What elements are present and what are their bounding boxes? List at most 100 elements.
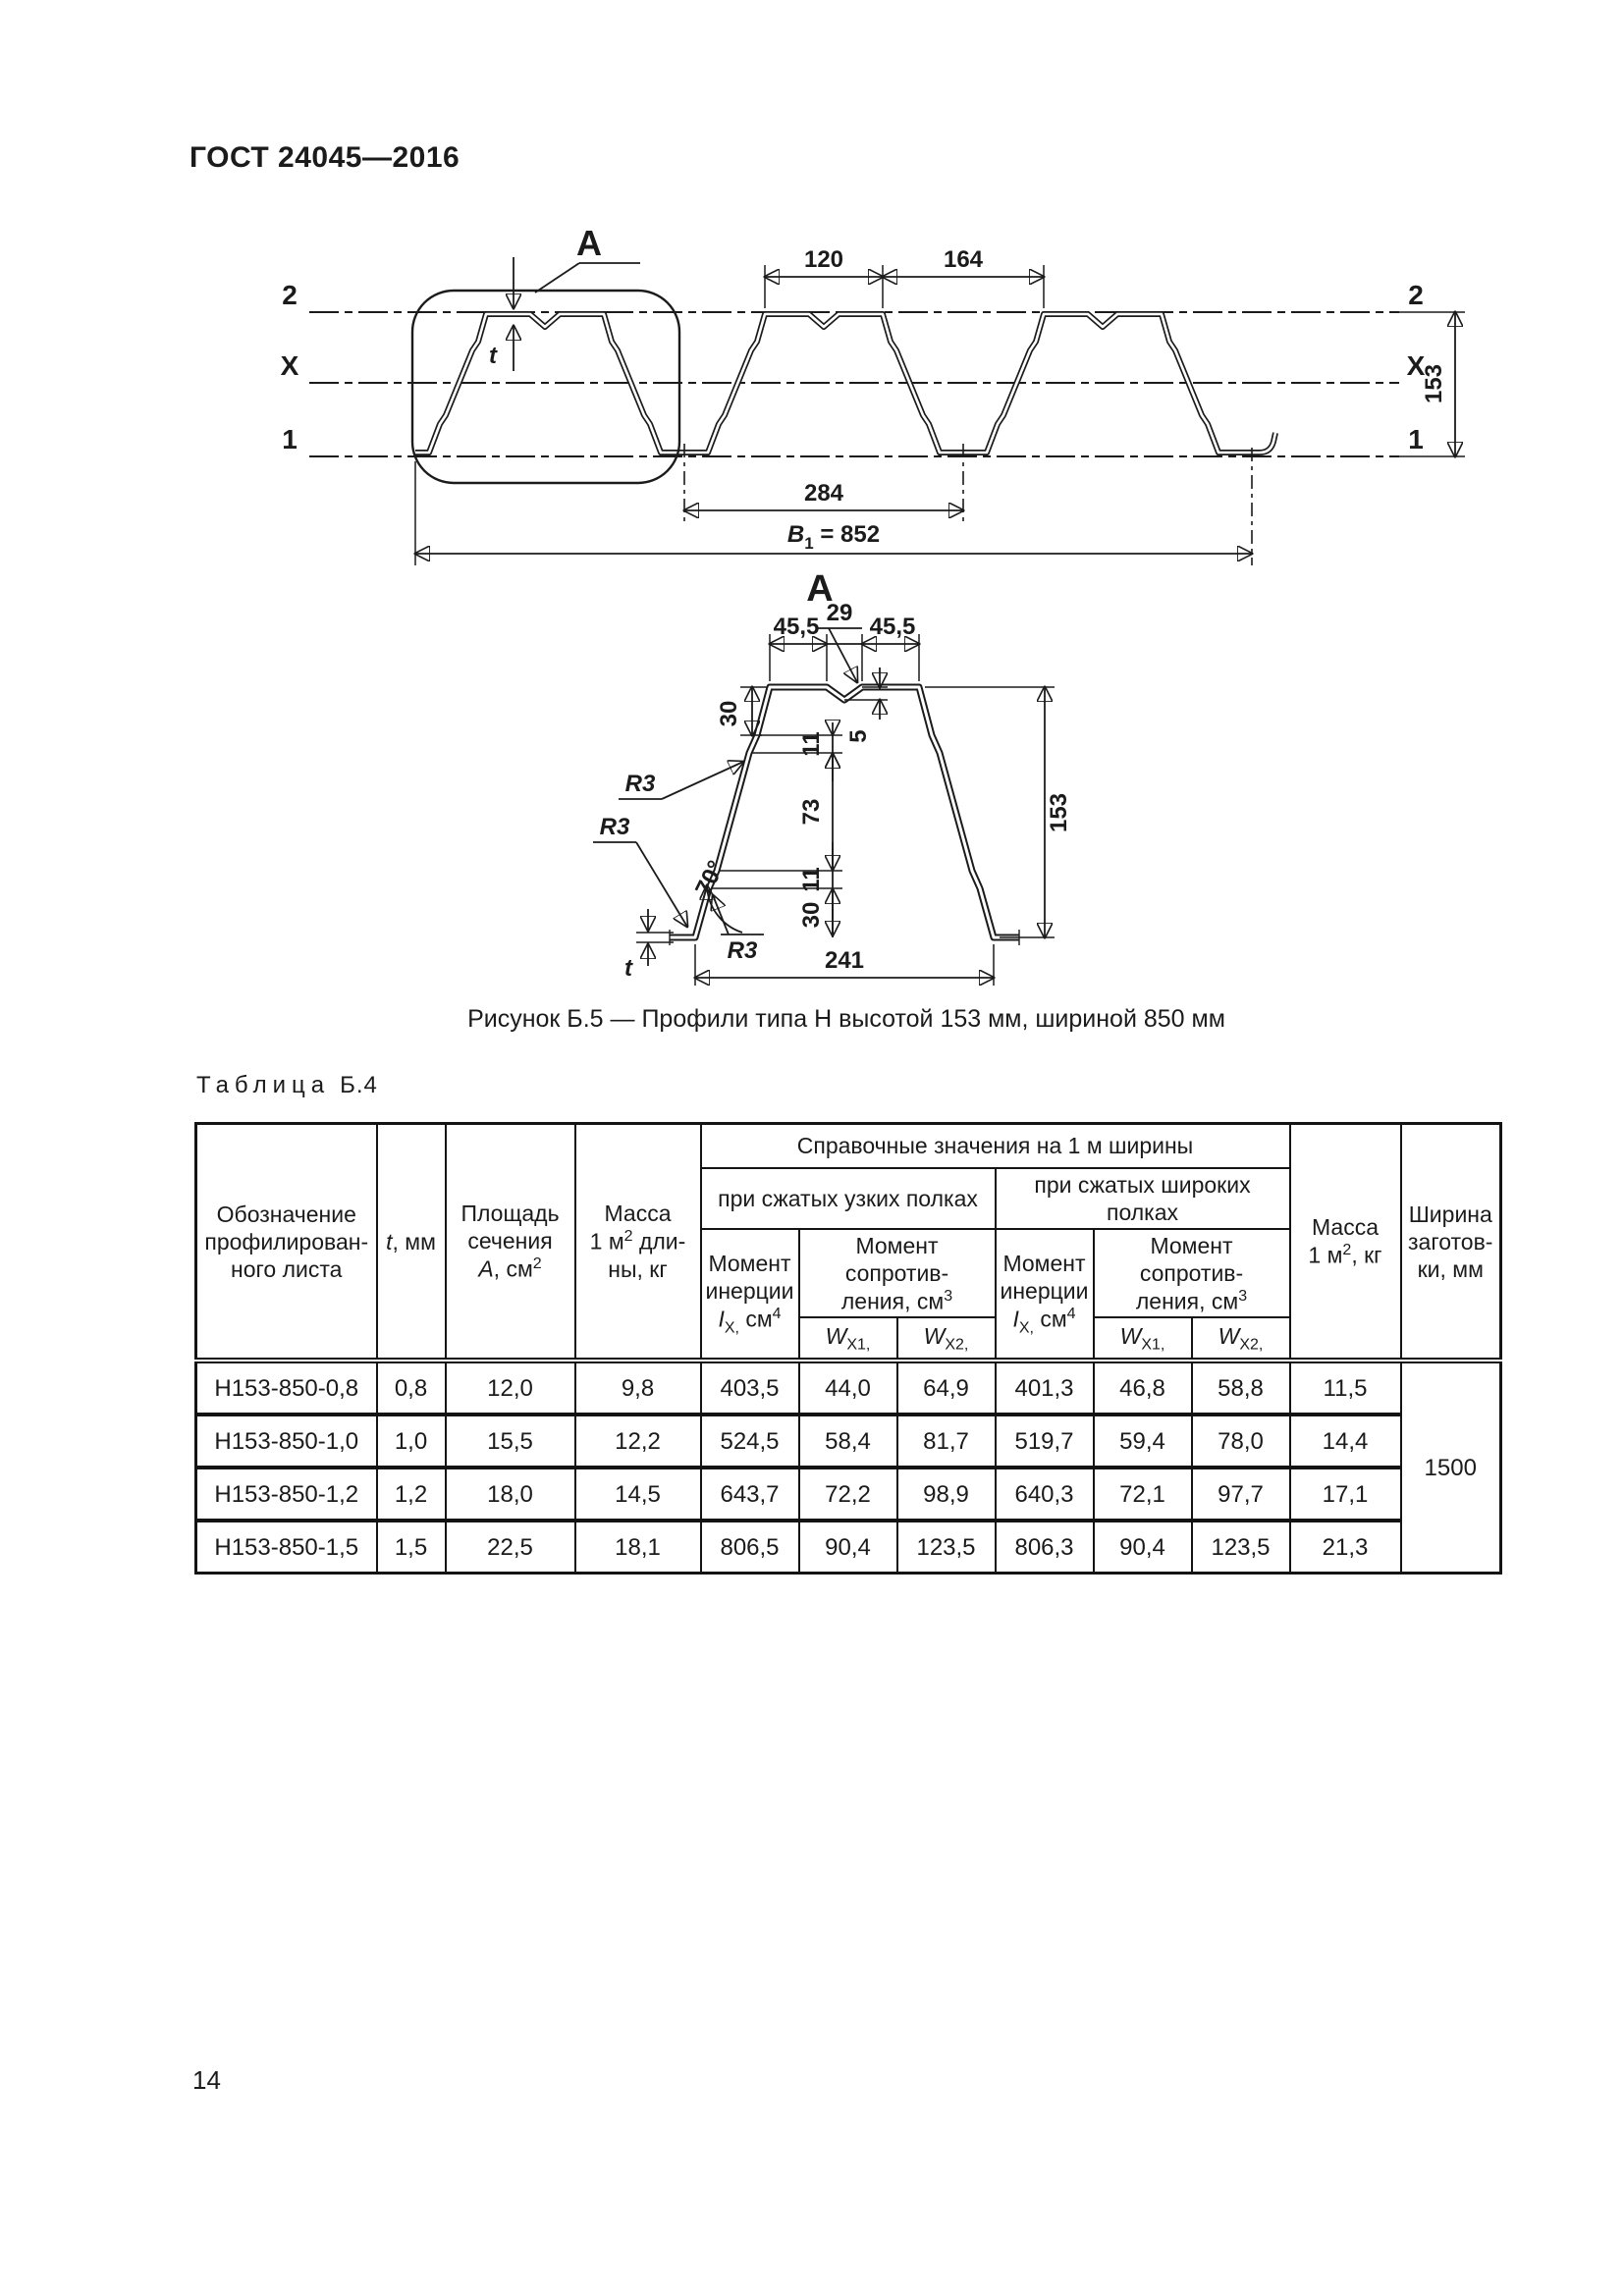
cell-mass-m2: 14,4 [1288, 1413, 1402, 1469]
col-header-inertia-narrow: Момент инерции IX, см4 [699, 1227, 800, 1362]
cell-wx2-narrow: 81,7 [895, 1413, 997, 1469]
col-header-sheet: Обозначение профилирован- ного листа [194, 1122, 378, 1362]
cell-ix-narrow: 524,5 [699, 1413, 800, 1469]
dim-r3-3: R3 [728, 937, 758, 964]
cell-wx1-narrow: 72,2 [797, 1466, 898, 1522]
axis-label-2-left: 2 [282, 280, 298, 310]
cell-ix-wide: 519,7 [994, 1413, 1095, 1469]
dim-top-flange: 120 [804, 246, 843, 273]
cell-ix-wide: 401,3 [994, 1358, 1095, 1416]
cell-wx2-wide: 78,0 [1190, 1413, 1291, 1469]
figure-caption: Рисунок Б.5 — Профили типа Н высотой 153… [467, 1005, 1225, 1033]
dim-30-top: 30 [716, 687, 767, 735]
col-header-blank-width: Ширина заготов- ки, мм [1399, 1122, 1502, 1362]
cell-ix-wide: 640,3 [994, 1466, 1095, 1522]
dim-seg-11b: 11 [798, 867, 825, 891]
doc-number: ГОСТ 24045—2016 [189, 141, 460, 174]
cell-area: 18,0 [444, 1466, 576, 1522]
dim-b1: B1 = 852 [787, 521, 880, 553]
profile-section [415, 311, 1278, 455]
cell-t: 1,2 [375, 1466, 447, 1522]
dim-seg-73: 73 [798, 799, 825, 826]
cell-t: 1,0 [375, 1413, 447, 1469]
view-a-label: А [806, 568, 833, 610]
dim-height-153-detail: 153 [925, 687, 1072, 937]
dim-height-153-overview: 153 [1399, 312, 1465, 456]
dim-notch-depth: 5 [845, 729, 872, 742]
dim-chain-11-73-11-30: 11 73 11 30 [711, 722, 842, 937]
cell-area: 22,5 [444, 1519, 576, 1575]
dim-top-gap: 164 [944, 246, 984, 273]
table-title-word: Таблица [196, 1072, 331, 1098]
dim-r3-1: R3 [625, 771, 656, 797]
cell-mass-m2: 11,5 [1288, 1358, 1402, 1416]
axis-label-x-left: X [281, 350, 299, 381]
cell-wx2-wide: 123,5 [1190, 1519, 1291, 1575]
dim-29: 29 [817, 600, 862, 682]
cell-wx1-wide: 72,1 [1092, 1466, 1193, 1522]
dim-241: 241 [695, 944, 994, 986]
profile-overview-drawing: А 2 X 1 2 X 1 120 164 t 28 [281, 223, 1465, 610]
cell-mass-length: 14,5 [573, 1466, 702, 1522]
dim-t-label: t [489, 343, 498, 369]
cell-blank-width: 1500 [1399, 1358, 1502, 1575]
cell-wx1-narrow: 58,4 [797, 1413, 898, 1469]
table-b4: Обозначение профилирован- ного листа t, … [194, 1122, 1502, 1575]
cell-wx1-wide: 90,4 [1092, 1519, 1193, 1575]
table-row: Н153-850-0,8 0,8 12,0 9,8 403,5 44,0 64,… [194, 1358, 1502, 1575]
cell-t: 0,8 [375, 1358, 447, 1416]
dim-half-left: 45,5 [774, 614, 820, 640]
dim-seg-top: 30 [716, 701, 742, 727]
cell-t: 1,5 [375, 1519, 447, 1575]
col-header-wx1-wide: WX1, [1092, 1316, 1193, 1362]
col-header-resist-wide: Момент сопротив- ления, см3 [1092, 1227, 1291, 1319]
cell-wx2-narrow: 64,9 [895, 1358, 997, 1416]
axis-label-2-right: 2 [1408, 280, 1424, 310]
cell-ix-narrow: 403,5 [699, 1358, 800, 1416]
dim-seg-11a: 11 [798, 731, 825, 756]
cell-name: Н153-850-1,5 [194, 1519, 378, 1575]
section-level-lines [309, 311, 1399, 457]
dim-height: 153 [1421, 364, 1447, 403]
dim-5-notch: 5 [844, 667, 888, 743]
col-header-wx2-wide: WX2, [1190, 1316, 1291, 1362]
cell-wx2-narrow: 98,9 [895, 1466, 997, 1522]
cell-name: Н153-850-0,8 [194, 1358, 378, 1416]
axis-label-x-right: X [1407, 350, 1426, 381]
dim-notch-width: 29 [827, 600, 853, 626]
detail-callout: А [410, 223, 681, 485]
col-header-area: Площадь сечения А, см2 [444, 1122, 576, 1362]
axis-label-1-left: 1 [282, 424, 298, 454]
profile-data-table: Обозначение профилирован- ного листа t, … [194, 1122, 1502, 1575]
cell-wx2-narrow: 123,5 [895, 1519, 997, 1575]
dim-thickness-detail: t [624, 909, 674, 982]
col-header-narrow-flanges: при сжатых узких полках [699, 1166, 997, 1230]
col-header-wx2-narrow: WX2, [895, 1316, 997, 1362]
cell-name: Н153-850-1,0 [194, 1413, 378, 1469]
col-header-inertia-wide: Момент инерции IX, см4 [994, 1227, 1095, 1362]
cell-ix-narrow: 643,7 [699, 1466, 800, 1522]
dim-pitch-284: 284 [684, 444, 963, 522]
cell-mass-m2: 17,1 [1288, 1466, 1402, 1522]
axis-label-1-right: 1 [1408, 424, 1424, 454]
page-number: 14 [192, 2065, 221, 2095]
table-title: Таблица Б.4 [196, 1072, 378, 1099]
col-header-mass-length: Масса 1 м2 дли- ны, кг [573, 1122, 702, 1362]
cell-wx1-wide: 59,4 [1092, 1413, 1193, 1469]
cell-wx2-wide: 58,8 [1190, 1358, 1291, 1416]
col-header-mass-m2: Масса 1 м2, кг [1288, 1122, 1402, 1362]
cell-wx1-wide: 46,8 [1092, 1358, 1193, 1416]
cell-area: 12,0 [444, 1358, 576, 1416]
col-header-thickness: t, мм [375, 1122, 447, 1362]
dim-thickness-overview: t [489, 257, 514, 371]
dim-45-5: 45,5 45,5 [770, 614, 919, 681]
col-header-wide-flanges: при сжатых широких полках [994, 1166, 1291, 1230]
col-header-reference-values: Справочные значения на 1 м ширины [699, 1122, 1291, 1169]
cell-area: 15,5 [444, 1413, 576, 1469]
dim-half-right: 45,5 [870, 614, 916, 640]
cell-mass-length: 12,2 [573, 1413, 702, 1469]
table-row: Н153-850-1,2 1,2 18,0 14,5 643,7 72,2 98… [194, 1466, 1501, 1522]
profile-detail-drawing: 29 45,5 45,5 30 5 [593, 600, 1072, 1001]
cell-wx2-wide: 97,7 [1190, 1466, 1291, 1522]
